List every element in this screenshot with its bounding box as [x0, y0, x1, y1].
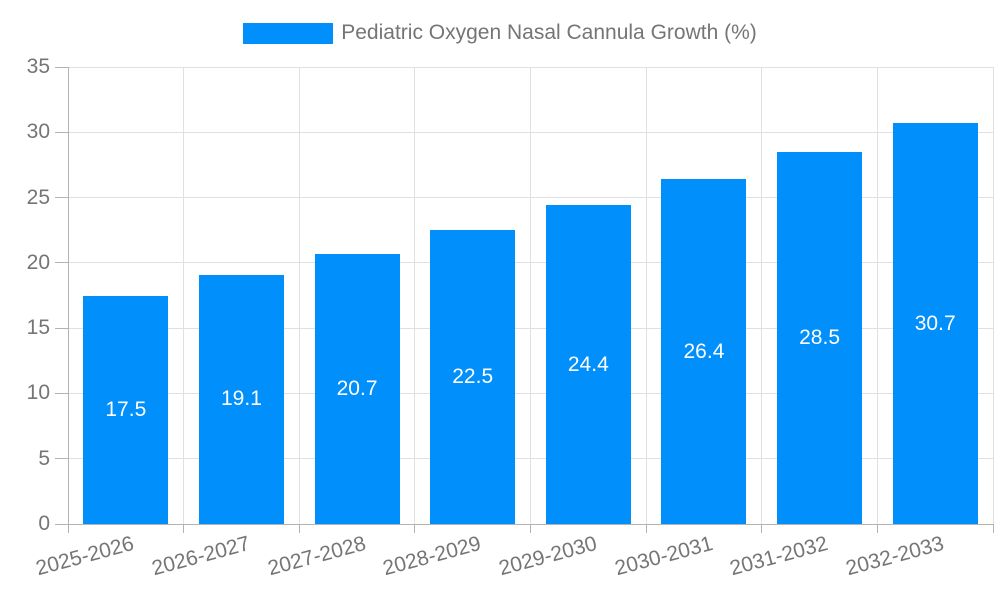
- y-axis-tick: [55, 66, 68, 68]
- gridline-vertical: [298, 67, 300, 524]
- x-tick-label: 2030-2031: [611, 532, 715, 581]
- bar[interactable]: [83, 295, 169, 524]
- x-tick-label: 2032-2033: [843, 532, 947, 581]
- legend[interactable]: Pediatric Oxygen Nasal Cannula Growth (%…: [0, 21, 1000, 45]
- x-tick-label: 2026-2027: [149, 532, 253, 581]
- bar-value-label: 22.5: [452, 365, 494, 389]
- gridline-vertical: [876, 67, 878, 524]
- x-tick-label: 2031-2032: [727, 532, 831, 581]
- legend-label: Pediatric Oxygen Nasal Cannula Growth (%…: [341, 21, 757, 44]
- y-tick-label: 25: [26, 185, 50, 209]
- y-tick-label: 35: [26, 55, 50, 78]
- gridline-vertical: [530, 67, 531, 524]
- y-tick-label: 30: [26, 120, 50, 144]
- bar[interactable]: [198, 274, 284, 524]
- bar-value-label: 20.7: [336, 376, 378, 400]
- x-axis-tick: [414, 524, 416, 533]
- y-axis-tick: [55, 197, 68, 199]
- y-axis-tick: [55, 131, 68, 133]
- x-tick-label: 2029-2030: [496, 532, 600, 581]
- bar[interactable]: [892, 123, 978, 524]
- y-axis-tick: [55, 523, 68, 525]
- legend-swatch: [243, 22, 334, 44]
- gridline-vertical: [414, 67, 416, 524]
- bar-value-label: 24.4: [567, 352, 609, 376]
- y-axis-tick: [55, 262, 68, 264]
- x-axis-tick: [645, 524, 647, 533]
- x-axis-tick: [67, 524, 69, 533]
- bar-value-label: 17.5: [105, 397, 147, 421]
- x-axis-tick: [992, 524, 994, 533]
- y-tick-label: 0: [38, 512, 50, 535]
- y-axis-tick: [55, 458, 68, 460]
- x-axis-tick: [761, 524, 763, 533]
- bar-value-label: 28.5: [799, 325, 840, 349]
- x-axis-tick: [298, 524, 300, 533]
- gridline-vertical: [645, 67, 647, 524]
- bar-value-label: 26.4: [683, 339, 725, 363]
- bar[interactable]: [545, 205, 631, 524]
- bar[interactable]: [430, 230, 516, 524]
- x-tick-label: 2027-2028: [265, 532, 369, 581]
- y-tick-label: 15: [26, 316, 50, 340]
- x-tick-label: 2025-2026: [33, 532, 137, 581]
- y-axis-tick: [55, 392, 68, 394]
- y-tick-label: 5: [38, 446, 50, 470]
- bar-value-label: 19.1: [221, 387, 262, 411]
- gridline-vertical: [992, 67, 994, 524]
- bar[interactable]: [777, 151, 863, 524]
- bar-value-label: 30.7: [914, 311, 956, 335]
- x-axis-tick: [530, 524, 531, 533]
- y-axis-line: [67, 67, 69, 525]
- x-axis-tick: [876, 524, 878, 533]
- gridline-vertical: [183, 67, 185, 524]
- x-tick-label: 2028-2029: [380, 532, 484, 581]
- bar[interactable]: [661, 179, 747, 524]
- gridline-vertical: [761, 67, 763, 524]
- x-axis-line: [68, 523, 993, 525]
- bar[interactable]: [314, 253, 400, 524]
- y-tick-label: 10: [26, 381, 50, 405]
- x-axis-tick: [183, 524, 185, 533]
- y-axis-tick: [55, 327, 68, 329]
- y-tick-label: 20: [26, 250, 50, 274]
